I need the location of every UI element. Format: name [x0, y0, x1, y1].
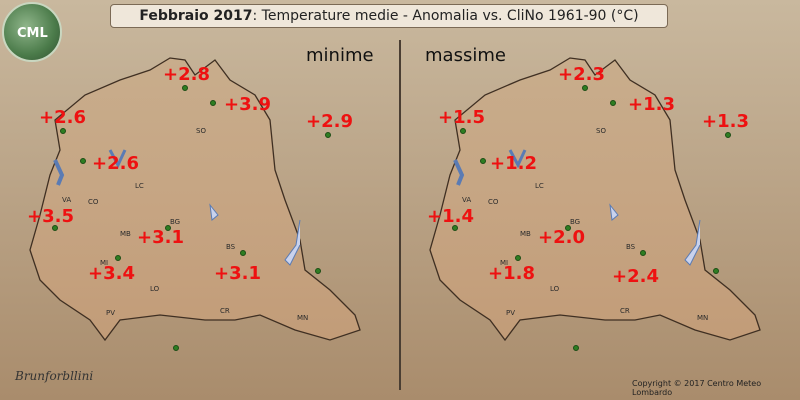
station-dot — [565, 225, 571, 231]
minime-value: +2.9 — [306, 111, 353, 132]
massime-value: +1.3 — [628, 94, 675, 115]
city-label: BG — [570, 218, 581, 226]
station-dot — [52, 225, 58, 231]
city-label: VA — [62, 196, 72, 204]
massime-value: +1.5 — [438, 107, 485, 128]
city-label: BG — [170, 218, 181, 226]
minime-value: +3.1 — [137, 227, 184, 248]
station-dot — [582, 85, 588, 91]
station-dot — [60, 128, 66, 134]
massime-value: +1.8 — [488, 263, 535, 284]
city-label: SO — [596, 127, 606, 135]
station-dot — [80, 158, 86, 164]
station-dot — [725, 132, 731, 138]
city-label: MI — [500, 259, 509, 267]
massime-value: +2.4 — [612, 266, 659, 287]
city-label: CR — [620, 307, 630, 315]
massime-value: +2.3 — [558, 64, 605, 85]
minime-value: +3.5 — [27, 206, 74, 227]
city-label: MB — [120, 230, 131, 238]
city-label: LO — [150, 285, 160, 293]
minime-value: +2.6 — [39, 107, 86, 128]
station-dot — [460, 128, 466, 134]
station-dot — [573, 345, 579, 351]
station-dot — [325, 132, 331, 138]
logo-text: CML — [17, 26, 48, 41]
lombardy-map-left — [29, 57, 361, 342]
minime-value: +3.9 — [224, 94, 271, 115]
minime-value: +2.8 — [163, 64, 210, 85]
station-dot — [640, 250, 646, 256]
city-label: VA — [462, 196, 472, 204]
massime-value: +1.4 — [427, 206, 474, 227]
station-dot — [713, 268, 719, 274]
massime-value: +2.0 — [538, 227, 585, 248]
cml-logo: CML — [2, 2, 62, 62]
city-label: MI — [100, 259, 109, 267]
chart-title: Febbraio 2017: Temperature medie - Anoma… — [110, 4, 668, 28]
city-label: MB — [520, 230, 531, 238]
city-label: MN — [697, 314, 709, 322]
panel-label-minime: minime — [306, 45, 374, 66]
station-dot — [240, 250, 246, 256]
massime-value: +1.2 — [490, 153, 537, 174]
signature: Brunforbllini — [15, 369, 94, 383]
minime-value: +3.4 — [88, 263, 135, 284]
lombardy-map-right — [429, 57, 761, 342]
city-label: BS — [226, 243, 236, 251]
minime-value: +3.1 — [214, 263, 261, 284]
city-label: MN — [297, 314, 309, 322]
city-label: PV — [106, 309, 116, 317]
city-label: CO — [488, 198, 499, 206]
station-dot — [210, 100, 216, 106]
station-dot — [610, 100, 616, 106]
title-description: : Temperature medie - Anomalia vs. CliNo… — [252, 8, 639, 24]
station-dot — [182, 85, 188, 91]
station-dot — [165, 225, 171, 231]
title-month: Febbraio 2017 — [139, 8, 253, 24]
station-dot — [115, 255, 121, 261]
city-label: SO — [196, 127, 206, 135]
city-label: LO — [550, 285, 560, 293]
city-label: CO — [88, 198, 99, 206]
city-label: LC — [535, 182, 544, 190]
massime-value: +1.3 — [702, 111, 749, 132]
station-dot — [173, 345, 179, 351]
city-label: LC — [135, 182, 144, 190]
station-dot — [515, 255, 521, 261]
station-dot — [480, 158, 486, 164]
copyright-text: Copyright © 2017 Centro Meteo Lombardo — [632, 379, 762, 397]
minime-value: +2.6 — [92, 153, 139, 174]
station-dot — [452, 225, 458, 231]
panel-divider — [399, 40, 401, 390]
city-label: BS — [626, 243, 636, 251]
city-label: CR — [220, 307, 230, 315]
station-dot — [315, 268, 321, 274]
panel-label-massime: massime — [425, 45, 506, 66]
city-label: PV — [506, 309, 516, 317]
